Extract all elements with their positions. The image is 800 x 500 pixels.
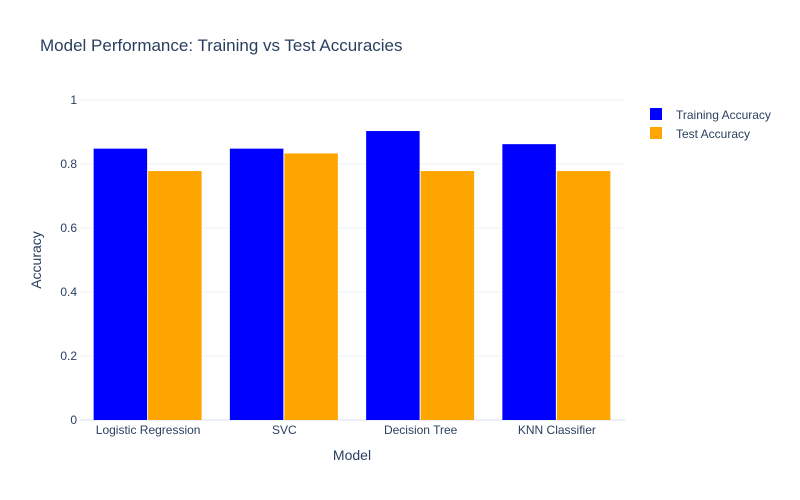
bar-training[interactable] xyxy=(229,148,284,420)
x-axis-title: Model xyxy=(333,447,371,463)
legend[interactable]: Training Accuracy Test Accuracy xyxy=(650,108,771,141)
legend-label[interactable]: Test Accuracy xyxy=(676,127,750,141)
chart-title: Model Performance: Training vs Test Accu… xyxy=(40,36,403,55)
y-tick-label: 0.6 xyxy=(60,221,77,235)
legend-swatch[interactable] xyxy=(650,108,662,120)
legend-label[interactable]: Training Accuracy xyxy=(676,108,771,122)
bar-training[interactable] xyxy=(366,131,420,421)
x-tick-label: Logistic Regression xyxy=(96,423,201,437)
y-tick-label: 0 xyxy=(70,413,77,427)
y-tick-label: 1 xyxy=(70,93,77,107)
bar-test[interactable] xyxy=(420,171,475,420)
bar-test[interactable] xyxy=(284,153,338,420)
y-tick-label: 0.4 xyxy=(60,285,77,299)
bar-test[interactable] xyxy=(148,171,202,420)
x-tick-label: Decision Tree xyxy=(384,423,458,437)
y-tick-label: 0.2 xyxy=(60,349,77,363)
legend-swatch[interactable] xyxy=(650,127,662,139)
y-axis-ticks: 0 0.2 0.4 0.6 0.8 1 xyxy=(60,93,77,427)
x-tick-label: KNN Classifier xyxy=(518,423,596,437)
y-tick-label: 0.8 xyxy=(60,157,77,171)
bars xyxy=(93,131,611,421)
x-axis-ticks: Logistic Regression SVC Decision Tree KNN C… xyxy=(96,423,596,437)
bar-test[interactable] xyxy=(556,171,611,420)
y-axis-title: Accuracy xyxy=(28,231,44,289)
bar-training[interactable] xyxy=(502,144,556,420)
x-tick-label: SVC xyxy=(272,423,297,437)
bar-training[interactable] xyxy=(93,148,148,420)
